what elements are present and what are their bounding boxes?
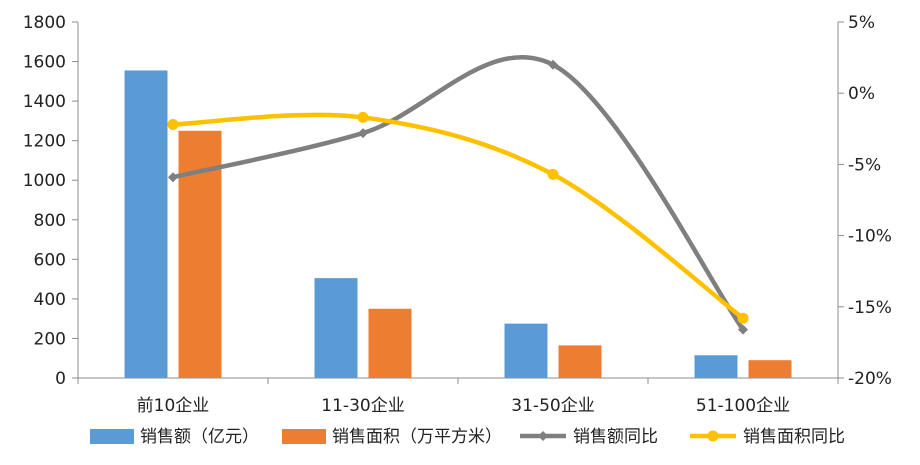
legend-label: 销售额（亿元） [140,427,259,447]
bar-sales-amount [694,355,738,378]
point-sales-amount-yoy [358,128,368,139]
y-axis-right-tick-label: -5% [848,155,881,175]
y-axis-left-tick-label: 800 [34,211,66,231]
bar-sales-area [368,308,412,378]
point-sales-area-yoy [737,312,749,324]
y-axis-left-tick-label: 1200 [23,132,66,152]
y-axis-left-tick-label: 1600 [23,53,66,73]
point-sales-area-yoy [357,111,369,123]
y-axis-right-tick-label: -15% [848,298,892,318]
legend-marker [707,430,719,442]
legend-label: 销售面积同比 [743,427,845,447]
bar-sales-amount [504,323,548,378]
line-sales-amount-yoy [170,55,746,332]
point-sales-amount-yoy [738,324,748,335]
point-sales-amount-yoy [548,59,558,70]
x-axis-category-label: 11-30企业 [321,396,404,416]
y-axis-left-tick-label: 1400 [23,92,66,112]
y-axis-right-tick-label: -20% [848,369,892,389]
y-axis-left-tick-label: 200 [34,329,66,349]
x-axis-category-label: 51-100企业 [696,396,790,416]
legend-label: 销售额同比 [573,427,658,447]
point-sales-area-yoy [547,168,559,180]
y-axis-right-tick-label: -10% [848,227,892,247]
bar-sales-area [748,360,792,378]
bar-series [124,70,792,378]
y-axis-right-tick-label: 5% [848,13,875,33]
legend-label: 销售面积（万平方米） [332,427,502,447]
y-axis-left-tick-label: 1000 [23,171,66,191]
y-axis-left-tick-label: 600 [34,250,66,270]
legend-swatch-bar [90,429,134,444]
legend: 销售额（亿元） 销售面积（万平方米） 销售额同比 销售面积同比 [90,427,845,447]
line-series [167,55,749,335]
bar-sales-amount [124,70,168,378]
y-axis-right-tick-label: 0% [848,84,875,104]
x-axis-category-label: 前10企业 [137,396,210,416]
point-sales-amount-yoy [168,172,178,183]
line-sales-area-yoy [170,112,746,321]
y-axis-left-tick-label: 0 [55,369,66,389]
legend-marker [538,431,548,441]
x-axis-category-label: 31-50企业 [511,396,594,416]
axes: 0 200 400 600 800 1000 1200 1400 1600 1800 -20% -15… [23,13,892,416]
point-sales-area-yoy [167,119,179,131]
y-axis-left-tick-label: 1800 [23,13,66,33]
legend-swatch-bar [282,429,326,444]
y-axis-left-tick-label: 400 [34,290,66,310]
bar-sales-amount [314,278,358,378]
bar-sales-area [558,345,602,378]
